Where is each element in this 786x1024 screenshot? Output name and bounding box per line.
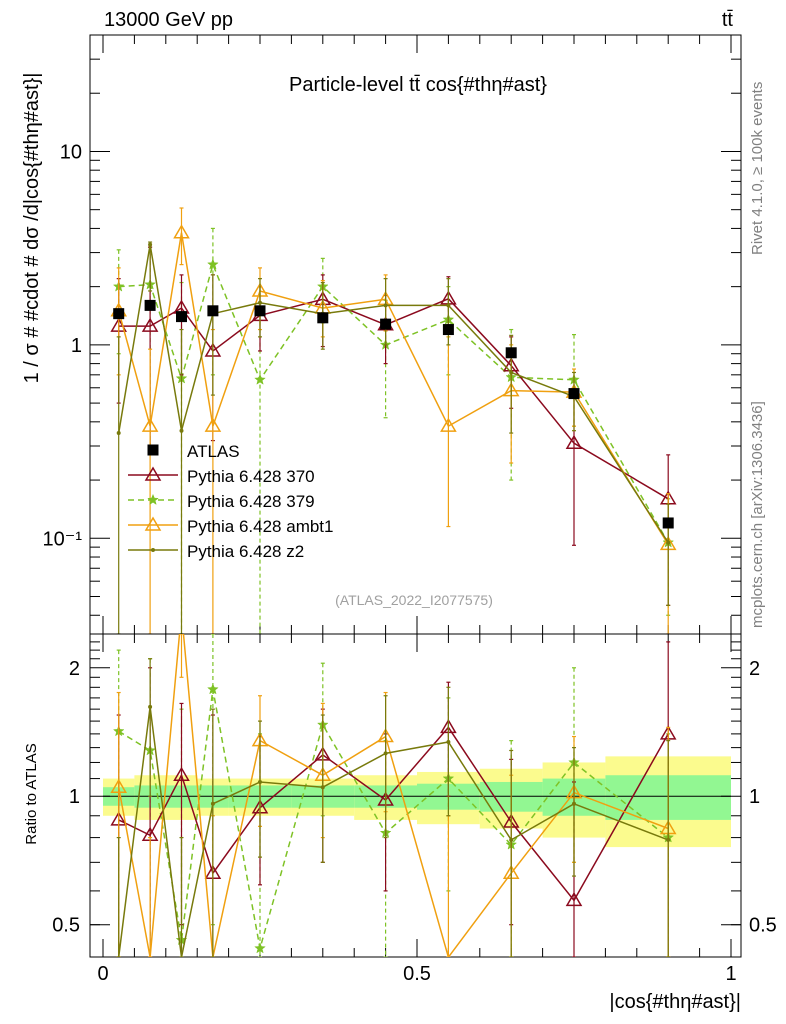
marker-dot (383, 751, 388, 756)
series-ATLAS (113, 299, 674, 529)
marker-square (144, 299, 156, 311)
header-left: 13000 GeV pp (104, 9, 233, 31)
header-right: tt̄ (722, 9, 734, 31)
x-axis-label: |cos{#thη#ast}| (609, 991, 741, 1013)
marker-dot (258, 300, 262, 305)
main-panel: Particle-level tt̄ cos{#thη#ast} (ATLAS_… (21, 34, 742, 635)
marker-triangle (144, 466, 162, 481)
marker-square (442, 324, 454, 336)
marker-square (380, 318, 392, 330)
marker-star (207, 258, 219, 270)
marker-dot (572, 801, 576, 806)
series-z2 (116, 658, 671, 957)
main-tick-label: 1 (71, 335, 82, 357)
marker-star (147, 493, 159, 505)
ratio-tick-label-right: 2 (749, 658, 760, 680)
legend-entry-ambt1: Pythia 6.428 ambt1 (128, 516, 333, 536)
main-y-axis-label: 1 / σ # #cdot # dσ /d|cos{#thη#ast}| (21, 73, 43, 384)
ratio-tick-label-right: 0.5 (749, 915, 777, 937)
marker-triangle (173, 224, 190, 239)
marker-dot (148, 242, 153, 247)
marker-triangle (141, 417, 159, 432)
marker-dot (383, 303, 388, 308)
series-z2 (116, 241, 671, 634)
marker-square (317, 312, 329, 324)
side-label-bottom: mcplots.cern.ch [arXiv:1306.3436] (749, 401, 766, 628)
marker-square (207, 305, 219, 317)
ratio-tick-label-left: 1 (69, 786, 80, 808)
marker-square (176, 311, 187, 323)
legend-label: Pythia 6.428 379 (187, 492, 315, 511)
marker-star (207, 683, 219, 695)
marker-dot (116, 431, 121, 436)
ratio-frame (89, 633, 742, 958)
marker-square (113, 308, 125, 320)
marker-dot (666, 540, 671, 545)
marker-star (254, 373, 266, 385)
legend-label: Pythia 6.428 ambt1 (187, 517, 333, 536)
marker-dot (210, 801, 215, 806)
ratio-panel: Ratio to ATLAS |cos{#thη#ast}| 0.5 0.5 1 1 2… (23, 633, 777, 1013)
marker-dot (509, 837, 514, 842)
legend-label: Pythia 6.428 370 (187, 467, 315, 486)
ratio-y-axis-label: Ratio to ATLAS (23, 743, 40, 844)
series-p379 (112, 227, 675, 634)
marker-triangle (204, 417, 222, 432)
side-label-top: Rivet 4.1.0, ≥ 100k events (749, 82, 766, 255)
marker-triangle (141, 317, 159, 332)
legend-entry-ATLAS: ATLAS (147, 442, 240, 461)
marker-triangle (440, 417, 457, 432)
marker-dot (258, 779, 262, 784)
legend-label: Pythia 6.428 z2 (187, 542, 304, 561)
x-tick-label: 0 (97, 963, 108, 985)
marker-dot (179, 428, 184, 433)
marker-square (505, 347, 517, 359)
main-watermark: (ATLAS_2022_I2077575) (335, 592, 493, 608)
marker-dot (509, 370, 514, 375)
ratio-tick-label-right: 1 (749, 786, 760, 808)
marker-dot (446, 740, 451, 745)
marker-triangle (565, 434, 583, 449)
marker-dot (151, 548, 155, 552)
legend-label: ATLAS (187, 442, 240, 461)
marker-square (662, 517, 674, 529)
marker-dot (320, 785, 325, 790)
marker-triangle (144, 516, 162, 531)
marker-dot (148, 704, 153, 709)
legend: ATLAS Pythia 6.428 370 Pythia 6.428 379 Pyt… (128, 442, 333, 561)
main-tick-label: 10⁻¹ (43, 528, 83, 550)
ratio-tick-label-left: 0.5 (52, 915, 80, 937)
x-tick-label: 1 (725, 963, 736, 985)
legend-entry-p379: Pythia 6.428 379 (128, 492, 315, 511)
legend-entry-z2: Pythia 6.428 z2 (128, 542, 304, 561)
marker-square (254, 305, 266, 317)
ratio-uncertainty-band (103, 756, 731, 848)
marker-triangle (110, 778, 128, 793)
main-title: Particle-level tt̄ cos{#thη#ast} (289, 74, 547, 96)
x-tick-label: 0.5 (403, 963, 431, 985)
marker-star (254, 942, 266, 954)
marker-triangle (565, 891, 583, 907)
marker-dot (666, 837, 671, 842)
legend-entry-p370: Pythia 6.428 370 (128, 466, 315, 486)
marker-dot (446, 303, 451, 308)
series-ambt1 (110, 207, 677, 634)
main-tick-label: 10 (60, 141, 82, 163)
ratio-tick-label-left: 2 (69, 658, 80, 680)
marker-square (568, 388, 580, 400)
marker-triangle (173, 766, 190, 781)
legend-marker (147, 444, 159, 456)
